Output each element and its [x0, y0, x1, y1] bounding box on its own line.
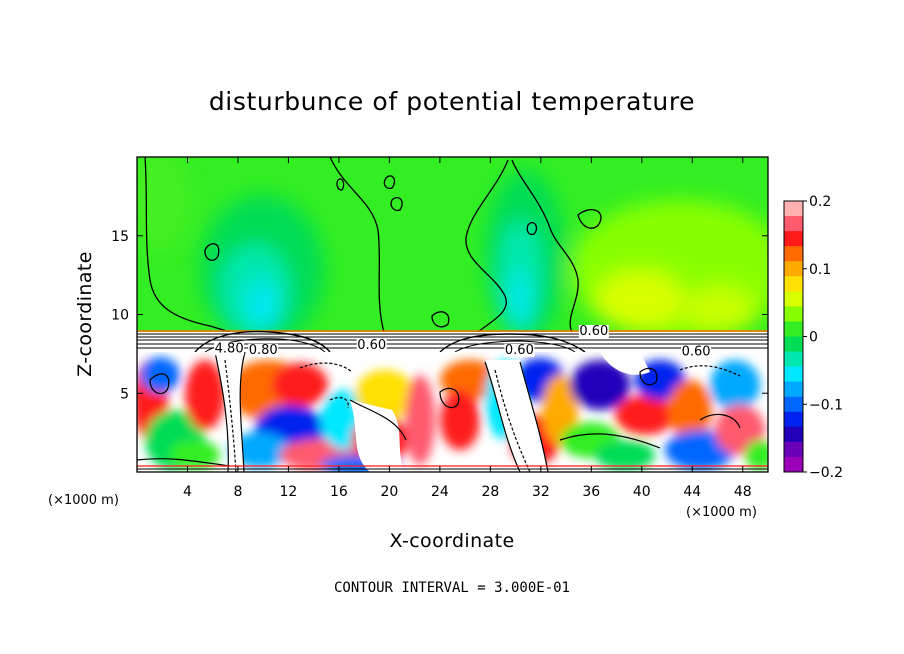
chart-title: disturbunce of potential temperature — [209, 87, 695, 116]
y-tick-label: 5 — [120, 386, 129, 402]
contour-label-bg — [214, 342, 245, 356]
lower-field — [137, 352, 768, 472]
colorbar-tick-label: −0.1 — [809, 397, 843, 413]
contour-label-bg — [578, 324, 609, 338]
colorbar-swatch — [784, 291, 803, 307]
colorbar-swatch — [784, 351, 803, 368]
colorbar-tick-label: 0.2 — [809, 194, 831, 210]
colorbar-swatch — [784, 366, 803, 383]
contour-label-bg — [681, 345, 712, 359]
colorbar-tick-label: −0.2 — [809, 465, 843, 481]
upper-contours — [144, 157, 602, 332]
upper-field — [137, 157, 768, 332]
contour-label: 0.60 — [579, 324, 608, 339]
contour-label: 4.80 — [215, 341, 244, 356]
y-axis: 5 10 15 — [111, 229, 768, 402]
tropopause-band — [137, 330, 768, 353]
colorbar-swatch — [784, 246, 803, 262]
x-tick-label: 4 — [183, 484, 192, 500]
x-tick-label: 48 — [734, 484, 752, 500]
colorbar-swatch — [784, 276, 803, 292]
y-tick-label: 10 — [111, 308, 129, 324]
x-tick-label: 40 — [633, 484, 651, 500]
colorbar-swatch — [784, 441, 803, 458]
x-axis-label: X-coordinate — [389, 530, 514, 552]
x-unit-label: (×1000 m) — [686, 505, 757, 520]
colorbar-swatch — [784, 306, 803, 322]
y-tick-label: 15 — [111, 229, 129, 245]
plume-cores — [215, 352, 650, 472]
contour-label: 0.80 — [249, 343, 278, 358]
lower-contours — [137, 352, 741, 472]
z-unit-label: (×1000 m) — [48, 493, 119, 508]
colorbar-swatch — [784, 216, 803, 232]
x-tick-label: 36 — [582, 484, 600, 500]
x-tick-label: 12 — [280, 484, 298, 500]
colorbar-swatch — [784, 381, 803, 398]
colorbar-swatch — [784, 321, 803, 337]
plot-area: 0.60 0.60 0.60 0.60 4.80 0.80 — [136, 156, 769, 473]
contour-label: 0.60 — [357, 338, 386, 353]
contour-label-bg — [504, 343, 535, 357]
colorbar-swatch — [784, 456, 803, 473]
colorbar-tick-label: 0 — [809, 330, 818, 346]
colorbar-swatch — [784, 411, 803, 428]
contour-interval-note: CONTOUR INTERVAL = 3.000E-01 — [334, 580, 570, 596]
colorbar-swatch — [784, 261, 803, 277]
x-axis: 4 8 12 16 20 24 28 32 36 40 44 48 — [183, 157, 752, 500]
contour-label: 0.60 — [682, 344, 711, 359]
x-tick-label: 8 — [233, 484, 242, 500]
colorbar-swatch — [784, 336, 803, 353]
colorbar-swatch — [784, 231, 803, 247]
y-axis-label: Z-coordinate — [74, 251, 96, 377]
colorbar-tick-label: 0.1 — [809, 262, 831, 278]
x-tick-label: 44 — [683, 484, 701, 500]
x-tick-label: 16 — [330, 484, 348, 500]
x-tick-label: 20 — [380, 484, 398, 500]
x-tick-label: 32 — [532, 484, 550, 500]
contour-label-bg — [248, 343, 279, 357]
colorbar-swatch — [784, 396, 803, 413]
colorbar: 0.2 0.1 0 −0.1 −0.2 — [783, 194, 843, 481]
colorbar-swatch — [784, 201, 803, 217]
x-tick-label: 28 — [481, 484, 499, 500]
contour-label: 0.60 — [505, 343, 534, 358]
colorbar-swatch — [784, 426, 803, 443]
contour-labels: 0.60 0.60 0.60 0.60 4.80 0.80 — [214, 324, 712, 359]
contour-label-bg — [356, 339, 387, 353]
x-tick-label: 24 — [431, 484, 449, 500]
